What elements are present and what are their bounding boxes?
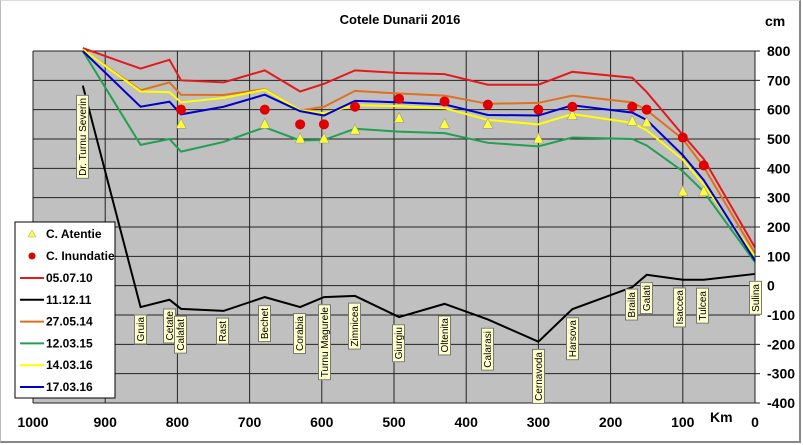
marker-atentie — [626, 114, 638, 126]
legend-label: 05.07.10 — [46, 271, 93, 285]
x-tick-label: 300 — [527, 414, 551, 430]
series-line-05.07.10 — [82, 47, 756, 249]
marker-inundatie — [627, 101, 638, 112]
y-tick-label: 400 — [767, 160, 791, 176]
y-tick-label: 200 — [767, 219, 791, 235]
marker-inundatie — [567, 101, 578, 112]
series-line-11.12.11 — [81, 85, 756, 343]
station-label: Bechet — [258, 305, 271, 343]
station-label: Turnu Magurele — [318, 304, 331, 381]
legend-triangle-icon — [27, 229, 37, 238]
x-tick-label: 400 — [455, 414, 479, 430]
station-label: Calarasi — [481, 328, 494, 371]
x-tick-label: 1000 — [17, 414, 48, 430]
x-tick-label: 800 — [166, 414, 190, 430]
y-tick-label: -400 — [767, 395, 795, 411]
marker-inundatie — [176, 104, 187, 115]
marker-atentie — [482, 117, 494, 129]
x-tick-label: 100 — [671, 414, 695, 430]
marker-atentie — [175, 117, 187, 129]
x-tick-label: 700 — [238, 414, 262, 430]
x-tick-label: 200 — [599, 414, 623, 430]
y-tick-label: 0 — [767, 278, 775, 294]
y-tick-label: 500 — [767, 131, 791, 147]
station-label: Sulina — [749, 281, 762, 315]
marker-inundatie — [439, 96, 450, 107]
station-label: Harsova — [566, 317, 579, 361]
station-label: Isaccea — [673, 287, 686, 328]
legend-label: 27.05.14 — [46, 315, 93, 329]
marker-inundatie — [350, 101, 361, 112]
legend-label: 11.12.11 — [46, 293, 92, 307]
station-label: Rast — [216, 318, 229, 345]
marker-inundatie — [698, 160, 709, 171]
marker-atentie — [698, 185, 710, 197]
x-axis-label: Km — [710, 409, 733, 425]
x-tick-label: 600 — [310, 414, 334, 430]
marker-inundatie — [394, 93, 405, 104]
marker-inundatie — [677, 132, 688, 143]
marker-inundatie — [318, 119, 329, 130]
y-tick-label: 700 — [767, 72, 791, 88]
marker-atentie — [318, 132, 330, 144]
x-tick-label: 0 — [751, 414, 759, 430]
legend-box — [14, 221, 116, 399]
marker-atentie — [641, 116, 653, 128]
axis-ticks: 8007006005004003002001000-100-200-300-40… — [17, 43, 795, 430]
y-tick-label: 100 — [767, 248, 791, 264]
marker-inundatie — [482, 99, 493, 110]
series-line-12.03.15 — [81, 50, 756, 263]
legend-label: 12.03.15 — [46, 336, 93, 350]
legend: C. Atentie C. Inundatie 05.07.10 11.12.11 27… — [14, 221, 116, 399]
legend-label: 17.03.16 — [46, 380, 93, 394]
marker-atentie — [532, 132, 544, 144]
marker-atentie — [566, 108, 578, 120]
station-label: Cernavoda — [532, 349, 545, 404]
marker-inundatie — [295, 119, 306, 130]
station-label: Calafat — [174, 316, 187, 354]
station-label: Corabia — [293, 313, 306, 355]
station-label: Braila — [625, 289, 638, 321]
marker-atentie — [294, 132, 306, 144]
marker-inundatie — [533, 104, 544, 115]
y-tick-label: 600 — [767, 102, 791, 118]
station-label: Giurgiu — [392, 324, 405, 363]
station-label: Galati — [640, 282, 653, 315]
x-tick-label: 900 — [94, 414, 118, 430]
y-tick-label: -300 — [767, 366, 795, 382]
marker-inundatie — [641, 104, 652, 115]
marker-atentie — [393, 111, 405, 123]
station-label: Dr. Turnu Severin — [76, 95, 89, 179]
markers — [175, 93, 710, 197]
chart-title: Cotele Dunarii 2016 — [340, 12, 461, 27]
marker-atentie — [439, 117, 451, 129]
legend-label: 14.03.16 — [46, 358, 93, 372]
station-label: Gruia — [134, 314, 147, 345]
station-label: Zimnicea — [348, 303, 361, 350]
legend-label: C. Inundatie — [46, 249, 115, 263]
y-tick-label: -200 — [767, 336, 795, 352]
y-tick-label: -100 — [767, 307, 795, 323]
y-tick-label: 800 — [767, 43, 791, 59]
marker-inundatie — [259, 104, 270, 115]
legend-circle-icon — [28, 252, 36, 260]
station-label: Oltenita — [438, 315, 451, 356]
marker-atentie — [677, 185, 689, 197]
x-tick-label: 500 — [382, 414, 406, 430]
marker-atentie — [349, 123, 361, 135]
y-tick-label: 300 — [767, 190, 791, 206]
y-axis-label: cm — [765, 13, 785, 29]
series-line-14.03.16 — [82, 48, 756, 257]
legend-label: C. Atentie — [46, 227, 102, 241]
marker-atentie — [259, 117, 271, 129]
station-label: Tulcea — [696, 288, 709, 324]
